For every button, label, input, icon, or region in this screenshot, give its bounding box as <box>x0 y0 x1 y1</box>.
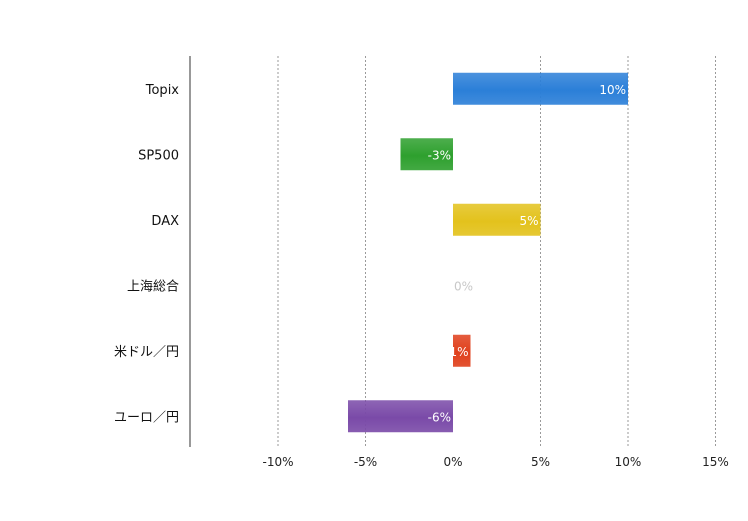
category-label: 米ドル／円 <box>114 345 179 360</box>
data-label: -3% <box>428 148 451 162</box>
bar-2 <box>453 203 541 236</box>
x-tick-label: -10% <box>262 455 293 469</box>
category-label: 上海総合 <box>127 279 179 294</box>
data-label: 0% <box>454 279 473 293</box>
x-tick-label: 5% <box>531 455 550 469</box>
bar-1 <box>400 138 453 171</box>
bars <box>348 72 628 433</box>
bar-0 <box>453 72 628 105</box>
bar-4 <box>453 334 471 367</box>
data-label: 5% <box>519 214 538 228</box>
x-tick-label: 15% <box>702 455 729 469</box>
category-label: ユーロ／円 <box>114 410 179 425</box>
x-tick-label: 10% <box>615 455 642 469</box>
data-label: 10% <box>599 83 626 97</box>
gridlines <box>277 56 716 447</box>
x-tick-label: -5% <box>354 455 377 469</box>
labels: -10% -5% 0% 5% 10% 15% Topix 10% SP500 -3% DAX 5% 上海… <box>114 83 729 469</box>
bar-5 <box>348 400 453 433</box>
category-label: Topix <box>145 83 180 98</box>
data-label: 1% <box>449 345 468 359</box>
category-label: SP500 <box>138 148 179 163</box>
category-label: DAX <box>151 214 179 229</box>
data-label: -6% <box>428 410 451 424</box>
x-tick-label: 0% <box>443 455 462 469</box>
